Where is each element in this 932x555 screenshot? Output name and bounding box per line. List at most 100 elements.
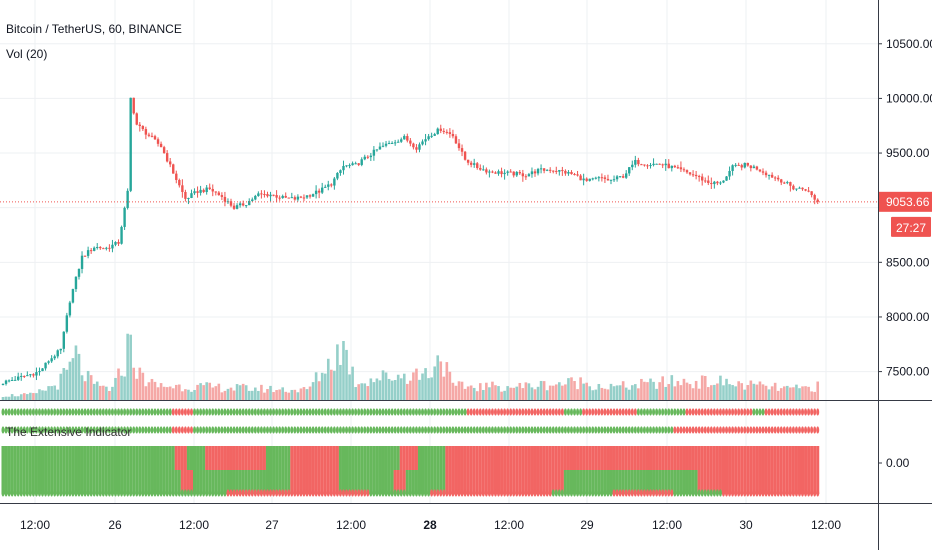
indicator-cell: [168, 470, 172, 494]
indicator-cell: [220, 470, 224, 494]
indicator-cell: [493, 470, 497, 494]
volume-bar: [554, 384, 558, 400]
indicator-dot: [582, 426, 586, 434]
indicator-dot: [174, 426, 178, 434]
volume-bar: [366, 386, 370, 400]
indicator-dot: [375, 489, 379, 497]
indicator-dot: [92, 489, 96, 497]
indicator-cell: [238, 446, 242, 470]
candle-body: [539, 168, 543, 170]
indicator-dot: [183, 489, 187, 497]
indicator-cell: [636, 470, 640, 494]
volume-bar: [694, 380, 698, 400]
indicator-cell: [460, 446, 464, 470]
indicator-dot: [566, 489, 570, 497]
volume-bar: [782, 386, 786, 400]
indicator-dot: [354, 489, 358, 497]
volume-legend[interactable]: Vol (20): [6, 47, 48, 61]
volume-bar: [336, 344, 339, 400]
indicator-dot: [305, 489, 309, 497]
price-axis[interactable]: 10500.0010000.009500.008500.008000.00750…: [878, 37, 932, 470]
indicator-dot: [10, 408, 14, 416]
indicator-dot: [712, 489, 716, 497]
time-axis[interactable]: 12:00 26 12:00 27 12:00 28 12:00 29 12:00 30 12:00: [20, 518, 841, 532]
volume-bar: [591, 390, 595, 400]
indicator-dot: [290, 408, 294, 416]
symbol-title[interactable]: Bitcoin / TetherUS, 60, BINANCE: [6, 22, 182, 36]
indicator-cell: [399, 470, 403, 494]
indicator-dot: [791, 489, 795, 497]
volume-bar: [427, 378, 430, 400]
indicator-dot: [740, 408, 744, 416]
indicator-title[interactable]: The Extensive Indicator: [6, 425, 132, 439]
indicator-cell: [193, 446, 197, 470]
indicator-cell: [4, 446, 8, 470]
candle-body: [442, 130, 445, 132]
indicator-dot: [776, 426, 780, 434]
indicator-dot: [816, 408, 820, 416]
indicator-cell: [98, 446, 102, 470]
indicator-dot: [670, 489, 674, 497]
indicator-dot: [761, 489, 765, 497]
indicator-dot: [363, 408, 367, 416]
indicator-dot: [560, 489, 564, 497]
indicator-dot: [53, 408, 57, 416]
indicator-cell: [752, 470, 756, 494]
volume-bar: [235, 384, 239, 400]
candle-body: [761, 171, 765, 173]
indicator-cell: [138, 470, 142, 494]
indicator-cell: [41, 446, 45, 470]
indicator-dot: [335, 408, 339, 416]
indicator-dot: [217, 426, 221, 434]
indicator-cell: [53, 470, 57, 494]
volume-bar: [482, 389, 485, 400]
indicator-dot: [253, 408, 257, 416]
indicator-cell: [193, 470, 197, 494]
volume-bar: [743, 389, 747, 400]
indicator-dot: [186, 426, 190, 434]
indicator-cell: [375, 446, 379, 470]
volume-bar: [749, 380, 753, 400]
volume-bar: [779, 388, 783, 400]
indicator-dot: [493, 408, 497, 416]
indicator-dot: [536, 489, 540, 497]
volume-bar: [62, 368, 66, 400]
indicator-dot: [700, 489, 704, 497]
indicator-cell: [351, 470, 355, 494]
candle-body: [713, 181, 716, 185]
indicator-cell: [253, 470, 257, 494]
indicator-pane: [1, 408, 820, 497]
volume-bar: [536, 386, 540, 400]
indicator-dot: [506, 408, 510, 416]
indicator-cell: [366, 470, 370, 494]
indicator-cell: [457, 446, 461, 470]
indicator-dot: [460, 489, 464, 497]
indicator-dot: [767, 426, 771, 434]
candle-body: [661, 164, 664, 166]
indicator-dot: [542, 408, 546, 416]
volume-bar: [691, 388, 695, 400]
indicator-cell: [165, 446, 169, 470]
volume-bar: [466, 386, 470, 400]
indicator-dot: [591, 489, 595, 497]
indicator-dot: [302, 489, 306, 497]
indicator-dot: [612, 408, 616, 416]
indicator-cell: [345, 470, 349, 494]
indicator-cell: [375, 470, 379, 494]
volume-bar: [363, 383, 367, 400]
indicator-dot: [262, 489, 266, 497]
volume-bar: [612, 386, 616, 400]
indicator-dot: [764, 489, 768, 497]
volume-bar: [305, 389, 309, 400]
indicator-cell: [104, 446, 108, 470]
indicator-dot: [92, 408, 96, 416]
indicator-dot: [144, 408, 148, 416]
indicator-cell: [484, 446, 488, 470]
indicator-dot: [633, 489, 637, 497]
volume-bar: [105, 386, 108, 400]
indicator-dot: [661, 489, 665, 497]
volume-bar: [299, 388, 303, 400]
indicator-dot: [168, 408, 172, 416]
volume-bar: [159, 383, 163, 400]
